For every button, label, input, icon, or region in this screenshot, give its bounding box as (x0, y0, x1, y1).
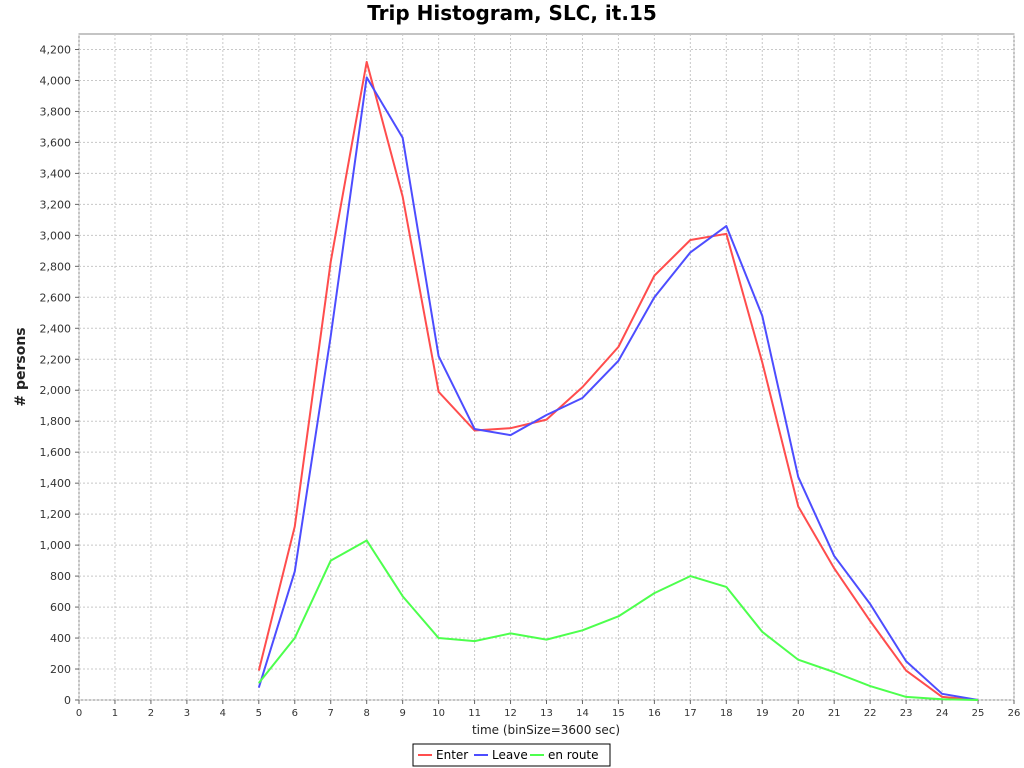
legend-box (412, 743, 611, 767)
x-tick-label: 4 (220, 708, 226, 719)
x-tick-label: 16 (648, 708, 661, 719)
series-lines (257, 60, 979, 701)
y-tick-label: 4,000 (40, 74, 72, 87)
y-tick-label: 3,000 (40, 229, 72, 242)
x-tick-label: 24 (936, 708, 949, 719)
x-tick-label: 17 (684, 708, 697, 719)
x-axis-label: time (binSize=3600 sec) (472, 723, 620, 737)
y-tick-label: 3,200 (40, 198, 72, 211)
x-tick-label: 5 (256, 708, 262, 719)
x-tick-label: 21 (828, 708, 841, 719)
x-tick-label: 14 (576, 708, 589, 719)
x-tick-label: 2 (148, 708, 154, 719)
x-tick-label: 23 (900, 708, 913, 719)
y-tick-label: 2,600 (40, 291, 72, 304)
x-tick-label: 9 (399, 708, 405, 719)
grid-lines (78, 34, 1015, 701)
series-line-enter (257, 60, 979, 701)
x-axis-ticks: 0 1 2 3 4 5 6 7 8 9 10 11 12 13 14 15 16 17 18 19 20 21 22 23 24… (76, 700, 1021, 719)
y-tick-label: 1,200 (40, 508, 72, 521)
y-axis-label: # persons (13, 327, 29, 406)
x-tick-label: 26 (1008, 708, 1021, 719)
x-tick-label: 20 (792, 708, 805, 719)
legend: Enter Leave en route (412, 743, 611, 767)
legend-label-enter: Enter (436, 748, 468, 762)
y-tick-label: 800 (50, 570, 71, 583)
x-tick-label: 8 (364, 708, 370, 719)
x-tick-label: 3 (184, 708, 190, 719)
x-tick-label: 18 (720, 708, 733, 719)
series-line-en-route (258, 539, 979, 701)
series-line-leave (257, 76, 979, 701)
y-tick-label: 200 (50, 663, 71, 676)
x-tick-label: 22 (864, 708, 877, 719)
y-tick-label: 3,800 (40, 105, 72, 118)
y-tick-label: 1,000 (40, 539, 72, 552)
x-tick-label: 7 (328, 708, 334, 719)
legend-label-en-route: en route (548, 748, 599, 762)
y-tick-label: 2,000 (40, 384, 72, 397)
x-tick-label: 1 (112, 708, 118, 719)
x-tick-label: 10 (432, 708, 445, 719)
y-tick-label: 0 (64, 694, 71, 707)
legend-label-leave: Leave (492, 748, 528, 762)
y-tick-label: 2,400 (40, 322, 72, 335)
y-tick-label: 400 (50, 632, 71, 645)
y-tick-label: 1,600 (40, 446, 72, 459)
y-tick-label: 2,800 (40, 260, 72, 273)
y-axis-ticks: 0 200 400 600 800 1,000 1,200 1,400 1,600 1,800 2,… (40, 43, 79, 707)
x-tick-label: 11 (468, 708, 481, 719)
y-tick-label: 1,400 (40, 477, 72, 490)
y-tick-label: 3,600 (40, 136, 72, 149)
chart-title: Trip Histogram, SLC, it.15 (367, 1, 657, 25)
x-tick-label: 25 (972, 708, 985, 719)
x-tick-label: 19 (756, 708, 769, 719)
y-tick-label: 1,800 (40, 415, 72, 428)
x-tick-label: 0 (76, 708, 82, 719)
x-tick-label: 15 (612, 708, 625, 719)
y-tick-label: 3,400 (40, 167, 72, 180)
x-tick-label: 12 (504, 708, 517, 719)
y-tick-label: 4,200 (40, 43, 72, 56)
x-tick-label: 13 (540, 708, 553, 719)
x-tick-label: 6 (292, 708, 298, 719)
y-tick-label: 2,200 (40, 353, 72, 366)
y-tick-label: 600 (50, 601, 71, 614)
